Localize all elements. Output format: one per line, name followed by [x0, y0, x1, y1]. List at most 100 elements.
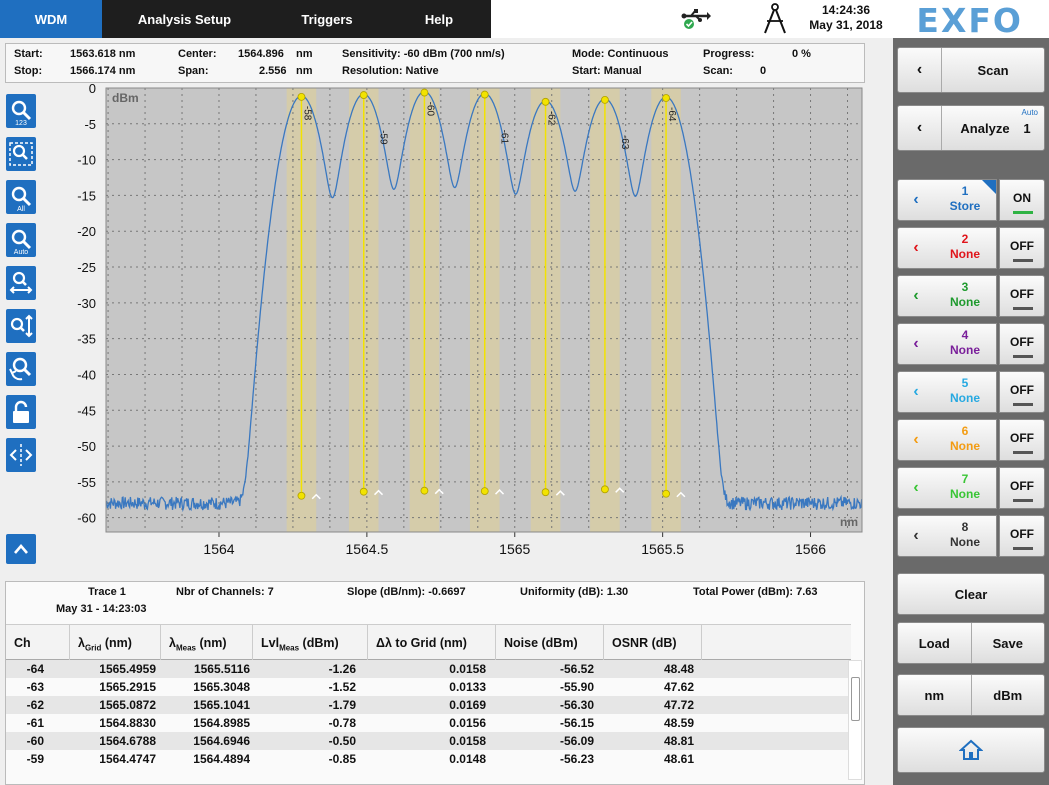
table-cell: -56.23: [559, 752, 594, 766]
peak-marker[interactable]: [359, 91, 368, 99]
y-tick-label: -25: [77, 260, 96, 275]
trace-1-toggle[interactable]: ON: [999, 179, 1045, 221]
y-tick-label: -30: [77, 296, 96, 311]
peak-marker[interactable]: [601, 95, 609, 104]
trace-2-toggle[interactable]: OFF: [999, 227, 1045, 269]
table-scrollbar[interactable]: [848, 660, 862, 780]
clock: 14:24:36 May 31, 2018: [801, 3, 891, 33]
noise-point-marker: [676, 491, 686, 498]
zoom-auto-sub: Auto: [13, 249, 29, 256]
load-button[interactable]: Load: [918, 635, 950, 651]
trace-number: 2: [961, 232, 969, 246]
col-meas[interactable]: λMeas (nm): [161, 625, 253, 661]
home-button[interactable]: [897, 727, 1045, 773]
table-cell: -1.79: [328, 698, 356, 712]
table-cell: -56.30: [559, 698, 594, 712]
col-grid[interactable]: λGrid (nm): [70, 625, 161, 661]
noise-marker[interactable]: [480, 487, 489, 496]
peak-marker[interactable]: [541, 97, 550, 106]
x-tick-label: 1566: [795, 541, 826, 557]
noise-marker[interactable]: [359, 487, 368, 496]
trace-6-button[interactable]: ‹ 6 None: [897, 419, 997, 461]
zoom-vertical-button[interactable]: [6, 309, 36, 343]
trace-5-toggle[interactable]: OFF: [999, 371, 1045, 413]
trace-5-button[interactable]: ‹ 5 None: [897, 371, 997, 413]
trace-7-label: 7 None: [934, 472, 996, 502]
table-row[interactable]: -59 1564.4747 1564.4894 -0.85 0.0148 -56.23 48…: [6, 750, 851, 768]
trace-4-control: ‹ 4 None OFF: [897, 323, 1045, 365]
zoom-reset-button[interactable]: [6, 352, 36, 386]
trace-4-button[interactable]: ‹ 4 None: [897, 323, 997, 365]
col-delta[interactable]: Δλ to Grid (nm): [368, 625, 496, 661]
table-row[interactable]: -63 1565.2915 1565.3048 -1.52 0.0133 -55.90 47…: [6, 678, 851, 696]
trace-8-toggle[interactable]: OFF: [999, 515, 1045, 557]
trace-7-toggle[interactable]: OFF: [999, 467, 1045, 509]
markers-icon: [9, 444, 33, 466]
toggle-label: OFF: [1010, 335, 1034, 349]
table-row[interactable]: -62 1565.0872 1565.1041 -1.79 0.0169 -56.30 47…: [6, 696, 851, 714]
markers-button[interactable]: [6, 438, 36, 472]
trace-4-label: 4 None: [934, 328, 996, 358]
load-save-group: Load Save: [897, 622, 1045, 664]
trace-4-toggle[interactable]: OFF: [999, 323, 1045, 365]
trace-8-button[interactable]: ‹ 8 None: [897, 515, 997, 557]
table-row[interactable]: -60 1564.6788 1564.6946 -0.50 0.0158 -56.09 48…: [6, 732, 851, 750]
x-tick-label: 1564.5: [345, 541, 388, 557]
save-button[interactable]: Save: [970, 623, 1045, 663]
nm-unit-button[interactable]: nm: [924, 687, 945, 703]
tab-wdm[interactable]: WDM: [0, 0, 102, 38]
noise-marker[interactable]: [420, 486, 429, 495]
table-cell: 1565.3048: [193, 680, 250, 694]
analyze-button[interactable]: ‹ Analyze 1 Auto: [897, 105, 1045, 151]
peak-marker[interactable]: [662, 94, 670, 102]
expand-graph-button[interactable]: [6, 534, 36, 564]
scan-button[interactable]: ‹ Scan: [897, 47, 1045, 93]
noise-marker[interactable]: [541, 488, 550, 497]
tab-help[interactable]: Help: [424, 11, 454, 27]
lock-button[interactable]: [6, 395, 36, 429]
noise-marker[interactable]: [297, 491, 306, 500]
table-row[interactable]: -64 1565.4959 1565.5116 -1.26 0.0158 -56.52 48…: [6, 660, 851, 678]
table-row[interactable]: -61 1564.8830 1564.8985 -0.78 0.0156 -56.15 48…: [6, 714, 851, 732]
noise-marker[interactable]: [601, 485, 609, 494]
trace-3-button[interactable]: ‹ 3 None: [897, 275, 997, 317]
zoom-area-button[interactable]: [6, 137, 36, 171]
trace-6-label: 6 None: [934, 424, 996, 454]
channel-label: -59: [378, 130, 389, 145]
noise-marker[interactable]: [662, 489, 670, 498]
scrollbar-thumb[interactable]: [851, 677, 860, 721]
zoom-horizontal-button[interactable]: [6, 266, 36, 300]
analyze-auto-badge: Auto: [1021, 108, 1038, 117]
col-osnr[interactable]: OSNR (dB): [604, 625, 702, 661]
tab-triggers[interactable]: Triggers: [301, 11, 353, 27]
peak-marker[interactable]: [297, 92, 306, 101]
zoom-all-button[interactable]: All: [6, 180, 36, 214]
chevron-left-icon: ‹: [913, 383, 919, 400]
table-cell: -0.85: [328, 752, 356, 766]
col-level[interactable]: LvlMeas (dBm): [253, 625, 368, 661]
col-ch[interactable]: Ch: [6, 625, 70, 661]
dbm-unit-button[interactable]: dBm: [970, 675, 1045, 715]
spectrum-chart[interactable]: 0 -5 -10 -15 -20 -25 -30 -35 -40 -45 -50 -55 -60 1564…: [40, 84, 865, 574]
trace-6-toggle[interactable]: OFF: [999, 419, 1045, 461]
y-tick-label: -60: [77, 511, 96, 526]
zoom-numeric-button[interactable]: 123: [6, 94, 36, 128]
x-tick-label: 1565: [499, 541, 530, 557]
zoom-auto-button[interactable]: Auto: [6, 223, 36, 257]
toggle-indicator: [1013, 307, 1033, 310]
progress-label: Progress:: [703, 48, 755, 60]
trace-7-button[interactable]: ‹ 7 None: [897, 467, 997, 509]
tab-analysis-setup[interactable]: Analysis Setup: [137, 11, 232, 27]
clear-button[interactable]: Clear: [897, 573, 1045, 615]
trace-2-button[interactable]: ‹ 2 None: [897, 227, 997, 269]
span-label: Span:: [178, 65, 209, 77]
trace-1-button[interactable]: ‹ 1 Store: [897, 179, 997, 221]
peak-marker[interactable]: [420, 88, 429, 97]
trace-3-toggle[interactable]: OFF: [999, 275, 1045, 317]
peak-marker[interactable]: [480, 90, 489, 99]
table-cell: 1564.4894: [193, 752, 250, 766]
chevron-left-icon: ‹: [913, 191, 919, 208]
col-noise[interactable]: Noise (dBm): [496, 625, 604, 661]
trace-number: 5: [961, 376, 969, 390]
